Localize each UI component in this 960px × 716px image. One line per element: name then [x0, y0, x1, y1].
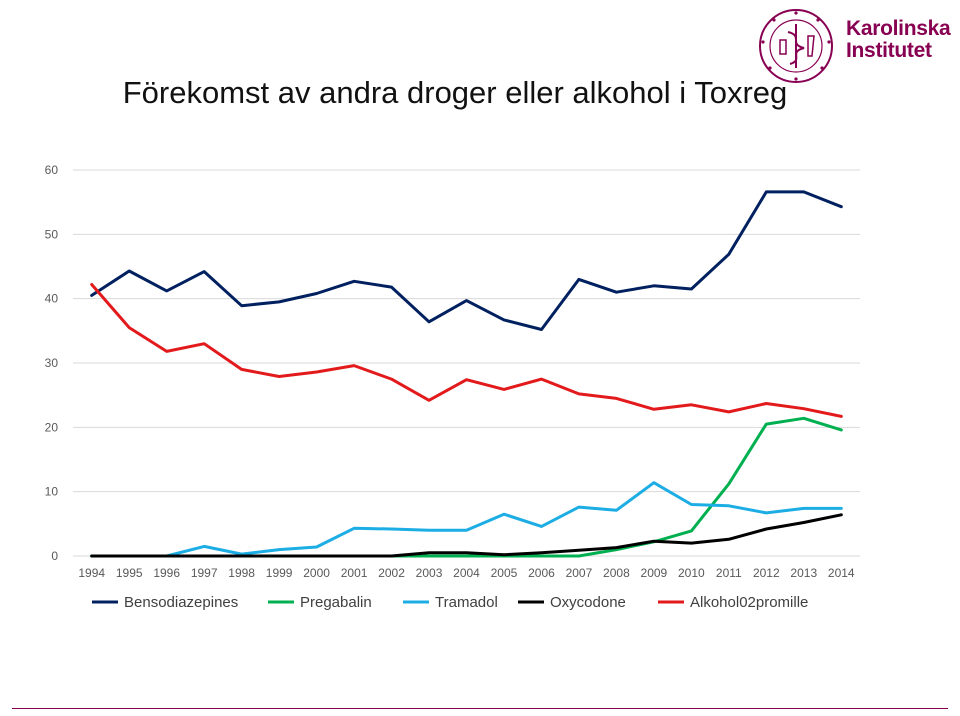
logo-name-line1: Karolinska [846, 17, 951, 40]
legend-item-tramadol: Tramadol [403, 594, 498, 611]
x-tick-label: 2005 [491, 566, 518, 580]
seal-ring-dots [761, 11, 831, 81]
x-tick-label: 1998 [228, 566, 255, 580]
series-line-tramadol [90, 481, 843, 558]
x-tick-label: 2004 [453, 566, 480, 580]
y-tick-label: 20 [45, 420, 59, 434]
x-tick-label: 2011 [716, 566, 742, 580]
series-line-alkohol02promille [90, 283, 843, 418]
x-tick-label: 1994 [78, 566, 105, 580]
line-chart: 0 10 20 30 40 50 60 1994 1995 1996 1997 1998 1999 20… [45, 163, 860, 611]
x-tick-label: 2003 [416, 566, 443, 580]
legend-item-bensodiazepines: Bensodiazepines [92, 594, 238, 611]
x-tick-label: 2000 [303, 566, 330, 580]
x-tick-label: 1999 [266, 566, 293, 580]
x-tick-label: 2014 [828, 566, 855, 580]
y-tick-label: 30 [45, 356, 59, 370]
y-tick-label: 60 [45, 163, 59, 177]
legend-label: Pregabalin [300, 594, 372, 611]
logo-wordmark: Karolinska Institutet [846, 17, 951, 62]
x-tick-label: 2008 [603, 566, 630, 580]
x-tick-label: 1996 [153, 566, 180, 580]
x-tick-label: 1997 [191, 566, 218, 580]
x-tick-label: 2007 [566, 566, 593, 580]
x-tick-label: 2001 [341, 566, 368, 580]
x-tick-label: 2012 [753, 566, 780, 580]
legend-item-oxycodone: Oxycodone [518, 594, 626, 611]
x-tick-label: 1995 [116, 566, 143, 580]
logo-name-line2: Institutet [846, 39, 932, 62]
x-tick-label: 2010 [678, 566, 705, 580]
y-tick-label: 40 [45, 292, 59, 306]
karolinska-logo: Karolinska Institutet [752, 6, 952, 86]
x-axis-ticks: 1994 1995 1996 1997 1998 1999 2000 2001 2002 2003… [78, 566, 855, 580]
legend-label: Oxycodone [550, 594, 626, 611]
chart-series [90, 190, 843, 558]
x-tick-label: 2002 [378, 566, 405, 580]
y-tick-label: 0 [51, 549, 58, 563]
series-line-oxycodone [90, 513, 843, 558]
series-line-pregabalin [90, 416, 843, 558]
series-line-bensodiazepines [90, 190, 843, 331]
slide-title: Förekomst av andra droger eller alkohol … [122, 75, 788, 110]
legend-label: Alkohol02promille [690, 594, 808, 611]
y-tick-label: 10 [45, 485, 59, 499]
footer-divider [12, 708, 948, 709]
x-tick-label: 2009 [641, 566, 668, 580]
x-tick-label: 2013 [790, 566, 817, 580]
karolinska-seal-icon [759, 9, 833, 83]
y-axis-ticks: 0 10 20 30 40 50 60 [45, 163, 59, 563]
legend-label: Bensodiazepines [124, 594, 238, 611]
legend-item-alkohol02promille: Alkohol02promille [658, 594, 808, 611]
chart-legend: Bensodiazepines Pregabalin Tramadol Oxycodo… [92, 594, 808, 611]
x-tick-label: 2006 [528, 566, 555, 580]
legend-label: Tramadol [435, 594, 498, 611]
y-tick-label: 50 [45, 227, 59, 241]
legend-item-pregabalin: Pregabalin [268, 594, 372, 611]
chart-gridlines [73, 169, 860, 557]
